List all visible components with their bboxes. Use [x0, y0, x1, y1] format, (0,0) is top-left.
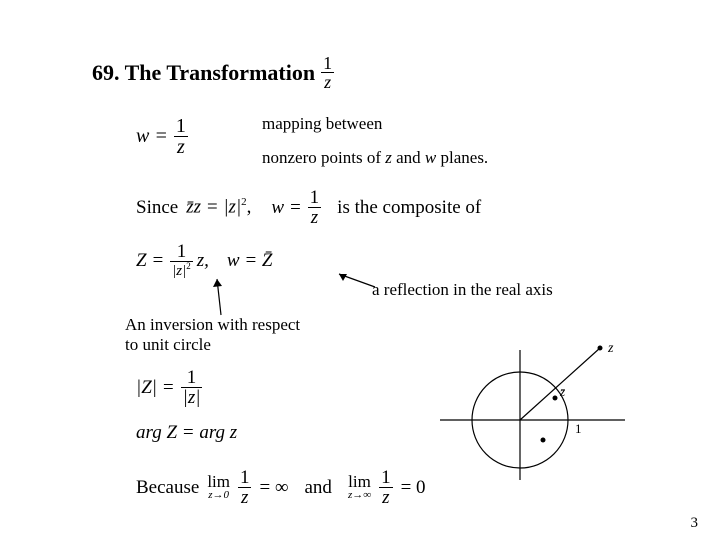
eq1-frac: 1 z: [174, 116, 188, 157]
because-row: Because lim z→0 1 z = ∞ and lim z→∞ 1 z …: [136, 468, 426, 507]
eq1-lhs: w =: [136, 125, 168, 148]
label-one: 1: [575, 421, 582, 436]
equals-zero: = 0: [401, 477, 426, 499]
point-z: [598, 346, 603, 351]
composite-pair: Z = 1 |z|2 z, w = Z̄: [136, 242, 272, 279]
equals-infinity: = ∞: [259, 477, 288, 499]
arrow-to-inversion: [213, 277, 225, 317]
annotation-inversion: An inversion with respect to unit circle: [125, 315, 300, 356]
equation-modZ: |Z| = 1 |z|: [136, 368, 202, 407]
title-fraction: 1 z: [321, 54, 334, 91]
label-z: z: [607, 341, 614, 356]
title-text: 69. The Transformation: [92, 60, 315, 86]
since-composite: is the composite of: [337, 197, 481, 219]
lim-z-to-inf: lim z→∞: [348, 474, 371, 501]
since-w-frac: w = 1 z: [271, 188, 321, 227]
because-label: Because: [136, 477, 199, 499]
text-mapping-between: mapping between: [262, 114, 382, 134]
since-row: Since z̄z = |z|2, w = 1 z is the composi…: [136, 188, 481, 227]
since-zz: z̄z = |z|2,: [186, 196, 251, 218]
equation-w-1-over-z: w = 1 z: [136, 116, 188, 157]
annotation-reflection: a reflection in the real axis: [372, 280, 553, 300]
label-zbar: z̄: [559, 384, 566, 399]
lim-z-to-0: lim z→0: [207, 474, 230, 501]
equation-argZ: arg Z = arg z: [136, 422, 237, 444]
page-number: 3: [691, 515, 699, 532]
since-label: Since: [136, 197, 178, 219]
arrow-to-reflection: [337, 272, 377, 290]
point-conjugate: [541, 438, 546, 443]
and-label: and: [305, 477, 332, 499]
Z-definition: Z = 1 |z|2 z,: [136, 242, 209, 279]
w-equals-Zbar: w = Z̄: [227, 250, 273, 272]
text-nonzero-points: nonzero points of z and w planes.: [262, 148, 488, 168]
section-title: 69. The Transformation 1 z: [92, 54, 334, 91]
point-zbar: [553, 396, 558, 401]
unit-circle-diagram: z z̄ 1: [440, 330, 625, 485]
